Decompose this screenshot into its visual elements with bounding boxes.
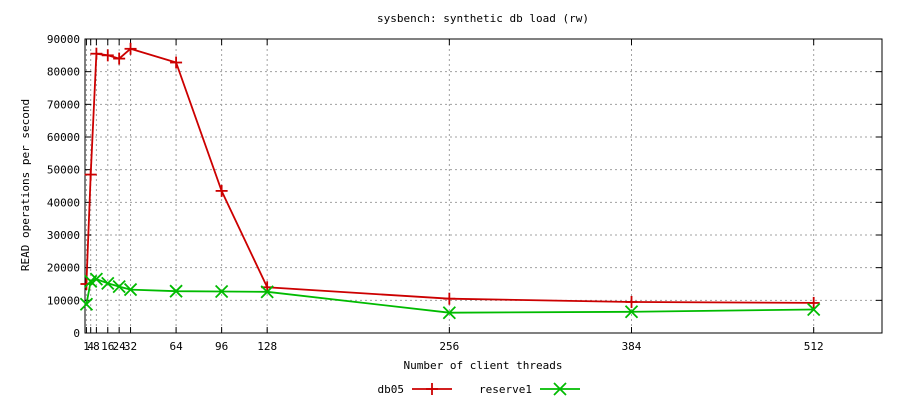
data-point-reserve1 bbox=[169, 284, 183, 298]
data-point-reserve1-stroke bbox=[101, 276, 115, 290]
data-point-reserve1-stroke bbox=[169, 284, 183, 298]
data-point-reserve1 bbox=[79, 297, 94, 311]
legend-marker-reserve1-stroke bbox=[553, 382, 567, 396]
y-tick-label: 80000 bbox=[47, 66, 80, 79]
data-point-reserve1 bbox=[624, 305, 639, 319]
y-tick-label: 40000 bbox=[47, 196, 80, 209]
data-point-reserve1-stroke bbox=[624, 305, 639, 319]
y-tick-label: 50000 bbox=[47, 164, 80, 177]
data-point-reserve1 bbox=[807, 302, 821, 317]
y-tick-label: 20000 bbox=[47, 262, 80, 275]
y-tick-label: 60000 bbox=[47, 131, 80, 144]
data-point-reserve1-stroke bbox=[123, 282, 138, 297]
data-point-reserve1 bbox=[112, 279, 126, 294]
y-tick-label: 0 bbox=[73, 327, 80, 340]
data-point-reserve1-stroke bbox=[112, 279, 126, 294]
x-axis-label: Number of client threads bbox=[404, 359, 563, 372]
x-tick-label: 24 bbox=[113, 340, 127, 353]
legend-label-reserve1: reserve1 bbox=[479, 383, 532, 396]
data-point-reserve1-stroke bbox=[79, 297, 94, 311]
chart-title: sysbench: synthetic db load (rw) bbox=[377, 12, 589, 25]
legend-label-db05: db05 bbox=[378, 383, 405, 396]
data-point-reserve1 bbox=[101, 276, 115, 290]
x-tick-label: 8 bbox=[93, 340, 100, 353]
x-tick-label: 128 bbox=[257, 340, 277, 353]
data-point-reserve1 bbox=[260, 285, 274, 299]
data-point-reserve1 bbox=[89, 272, 104, 286]
x-tick-label: 384 bbox=[622, 340, 642, 353]
data-point-reserve1 bbox=[214, 284, 229, 299]
data-point-reserve1-stroke bbox=[260, 285, 274, 299]
data-point-reserve1-stroke bbox=[807, 302, 821, 317]
data-point-db05 bbox=[443, 292, 456, 305]
x-tick-label: 512 bbox=[804, 340, 824, 353]
plot-frame bbox=[84, 38, 883, 334]
data-point-db05 bbox=[215, 184, 228, 197]
legend-marker-db05 bbox=[426, 383, 438, 395]
x-tick-label: 64 bbox=[169, 340, 183, 353]
data-point-reserve1 bbox=[442, 306, 456, 320]
data-point-db05 bbox=[807, 296, 820, 309]
x-tick-label: 32 bbox=[124, 340, 137, 353]
y-tick-label: 70000 bbox=[47, 98, 80, 111]
data-point-reserve1-stroke bbox=[89, 272, 104, 286]
y-tick-label: 10000 bbox=[47, 294, 80, 307]
y-tick-label: 30000 bbox=[47, 229, 80, 242]
data-point-db05 bbox=[170, 56, 183, 69]
legend-marker-reserve1 bbox=[553, 382, 567, 396]
data-point-db05 bbox=[90, 47, 103, 60]
data-point-db05 bbox=[101, 49, 114, 62]
x-tick-label: 16 bbox=[101, 340, 114, 353]
data-point-reserve1-stroke bbox=[442, 306, 456, 320]
series-line-db05 bbox=[85, 47, 814, 304]
data-point-db05 bbox=[124, 42, 137, 55]
data-point-db05 bbox=[625, 295, 638, 308]
data-point-db05 bbox=[84, 168, 97, 181]
data-point-db05 bbox=[113, 52, 126, 65]
data-point-reserve1 bbox=[123, 282, 138, 297]
y-axis-label: READ operations per second bbox=[19, 99, 32, 271]
x-tick-label: 4 bbox=[87, 340, 94, 353]
data-point-reserve1-stroke bbox=[214, 284, 229, 299]
y-tick-label: 90000 bbox=[47, 33, 80, 46]
x-tick-label: 256 bbox=[439, 340, 459, 353]
x-tick-label: 96 bbox=[215, 340, 228, 353]
x-tick-label: 1 bbox=[83, 340, 90, 353]
